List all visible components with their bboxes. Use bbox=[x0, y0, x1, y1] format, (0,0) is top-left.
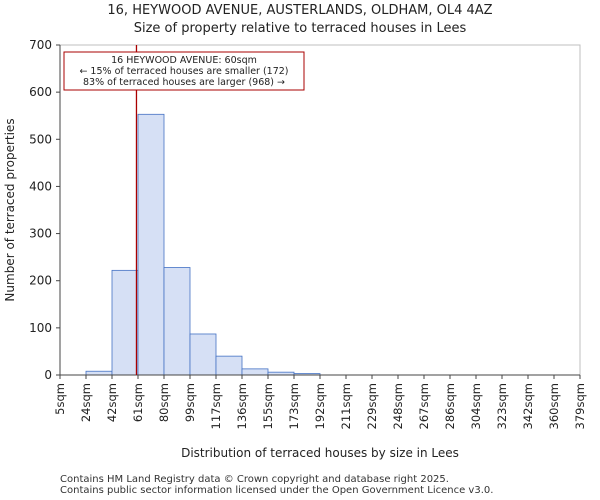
x-tick-label: 248sqm bbox=[391, 383, 405, 429]
annotation-group: 16 HEYWOOD AVENUE: 60sqm← 15% of terrace… bbox=[63, 45, 305, 375]
y-tick-label: 500 bbox=[29, 132, 52, 146]
x-tick-label: 61sqm bbox=[131, 383, 145, 422]
x-tick-label: 267sqm bbox=[417, 383, 431, 429]
y-tick-label: 400 bbox=[29, 179, 52, 193]
chart-title: 16, HEYWOOD AVENUE, AUSTERLANDS, OLDHAM,… bbox=[107, 3, 493, 18]
x-tick-label: 342sqm bbox=[521, 383, 535, 429]
annotation-line-1: 16 HEYWOOD AVENUE: 60sqm bbox=[111, 55, 257, 66]
annotation-line-3: 83% of terraced houses are larger (968) … bbox=[83, 77, 285, 88]
x-tick-label: 42sqm bbox=[105, 383, 119, 422]
y-axis-title: Number of terraced properties bbox=[3, 118, 17, 301]
bar-117sqm bbox=[215, 355, 243, 376]
y-tick-label: 100 bbox=[29, 321, 52, 335]
bar-61sqm bbox=[137, 113, 165, 376]
x-tick-label: 379sqm bbox=[573, 383, 587, 429]
x-tick-label: 304sqm bbox=[469, 383, 483, 429]
bar-136sqm bbox=[241, 368, 269, 376]
x-tick-label: 117sqm bbox=[209, 383, 223, 429]
bar-99sqm bbox=[189, 333, 217, 376]
x-tick-label: 192sqm bbox=[313, 383, 327, 429]
axes-group: 0 100 200 300 400 500 600 700 5sqm 24sqm 42sqm 61sq… bbox=[3, 38, 587, 460]
x-tick-label: 211sqm bbox=[339, 383, 353, 429]
footer-line-1: Contains HM Land Registry data © Crown c… bbox=[60, 474, 449, 485]
x-tick-label: 286sqm bbox=[443, 383, 457, 429]
bar-24sqm bbox=[85, 370, 113, 376]
y-tick-label: 300 bbox=[29, 227, 52, 241]
x-tick-label: 173sqm bbox=[287, 383, 301, 429]
x-tick-label: 80sqm bbox=[157, 383, 171, 422]
y-tick-label: 0 bbox=[44, 368, 52, 382]
bar-80sqm bbox=[163, 267, 191, 376]
footer-line-2: Contains public sector information licen… bbox=[60, 485, 494, 496]
x-tick-label: 99sqm bbox=[183, 383, 197, 422]
y-tick-label: 200 bbox=[29, 274, 52, 288]
y-tick-label: 700 bbox=[29, 38, 52, 52]
x-tick-label: 323sqm bbox=[495, 383, 509, 429]
x-axis-title: Distribution of terraced houses by size … bbox=[181, 446, 459, 460]
x-tick-label: 24sqm bbox=[79, 383, 93, 422]
y-tick-label: 600 bbox=[29, 85, 52, 99]
bar-42sqm bbox=[111, 269, 139, 376]
x-tick-label: 229sqm bbox=[365, 383, 379, 429]
x-tick-label: 5sqm bbox=[53, 383, 67, 415]
x-tick-label: 360sqm bbox=[547, 383, 561, 429]
chart-subtitle: Size of property relative to terraced ho… bbox=[133, 21, 467, 36]
x-tick-label: 155sqm bbox=[261, 383, 275, 429]
bars-group bbox=[85, 113, 321, 376]
annotation-box bbox=[63, 51, 305, 91]
x-tick-label: 136sqm bbox=[235, 383, 249, 429]
annotation-line-2: ← 15% of terraced houses are smaller (17… bbox=[79, 66, 288, 77]
